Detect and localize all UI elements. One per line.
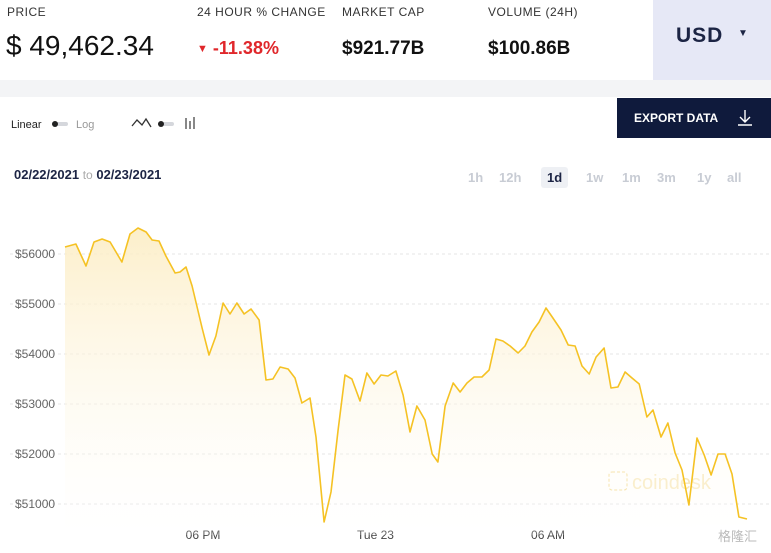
currency-sign: $ (6, 30, 22, 61)
download-icon (738, 110, 752, 126)
price-value: 49,462.34 (29, 30, 154, 61)
candle-icon (193, 117, 195, 129)
change-value: -11.38% (212, 38, 279, 58)
timeframe-button[interactable]: 1w (586, 170, 604, 185)
chart-type-toggle[interactable] (130, 114, 200, 134)
line-icon (131, 117, 152, 128)
volume-label: VOLUME (24H) (488, 5, 579, 19)
timeframe-button[interactable]: 1d (541, 167, 569, 188)
timeframe-button[interactable]: 12h (499, 170, 522, 185)
export-label: EXPORT DATA (634, 111, 719, 125)
change: ▼ -11.38% (197, 38, 279, 59)
corner-mark: 格隆汇 (718, 529, 757, 544)
toggle-track[interactable] (52, 121, 68, 127)
toggle-knob (158, 121, 164, 127)
change-label: 24 HOUR % CHANGE (197, 5, 326, 19)
timeframe-button[interactable]: 3m (657, 170, 676, 185)
corner-mark-bg (696, 525, 771, 547)
date-range[interactable]: 02/22/2021 to 02/23/2021 (14, 167, 161, 182)
export-button[interactable]: EXPORT DATA (617, 98, 771, 138)
date-to: 02/23/2021 (96, 167, 162, 182)
linear-option[interactable]: Linear (11, 119, 42, 131)
timeframe-button[interactable]: 1h (468, 170, 484, 185)
currency: USD (676, 24, 724, 47)
candle-icon (189, 121, 191, 129)
caret: ▼ (738, 28, 748, 39)
market-cap-label: MARKET CAP (342, 5, 425, 19)
timeframe-button[interactable]: 1y (697, 170, 712, 185)
y-tick-label: $55000 (15, 297, 55, 311)
down-arrow: ▼ (197, 43, 208, 55)
y-tick-label: $56000 (15, 247, 55, 261)
y-tick-label: $52000 (15, 447, 55, 461)
timeframe-button[interactable]: 1m (622, 170, 641, 185)
chart: $51000$52000$53000$54000$55000$5600006 P… (10, 227, 771, 547)
candle-icon (185, 118, 187, 129)
price-line (64, 227, 748, 523)
log-option[interactable]: Log (76, 119, 95, 131)
date-from: 02/22/2021 (14, 167, 80, 182)
volume: $100.86B (488, 38, 571, 59)
y-tick-label: $53000 (15, 397, 55, 411)
date-sep: to (82, 168, 93, 182)
currency-select[interactable]: USD ▼ (653, 0, 771, 80)
separator (0, 80, 771, 97)
timeframe-button[interactable]: all (727, 170, 742, 185)
market-cap: $921.77B (342, 38, 425, 59)
price: $ 49,462.34 (6, 30, 154, 62)
price-label: PRICE (7, 5, 47, 19)
y-tick-label: $54000 (15, 347, 55, 361)
y-tick-label: $51000 (15, 497, 55, 511)
area (65, 228, 747, 535)
